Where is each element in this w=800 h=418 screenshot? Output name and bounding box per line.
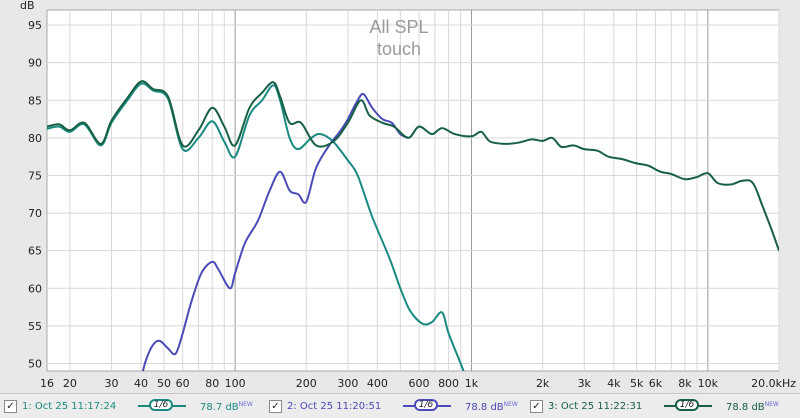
x-tick-label: 2k (536, 377, 550, 390)
x-tick-label: 50 (157, 377, 171, 390)
legend-checkbox-2[interactable]: ✓ (269, 400, 282, 413)
legend-checkbox-3[interactable]: ✓ (530, 400, 543, 413)
x-tick-label: 30 (105, 377, 119, 390)
y-tick-label: 60 (28, 282, 42, 295)
y-tick-label: 90 (28, 57, 42, 70)
y-tick-label: 75 (28, 169, 42, 182)
x-tick-label: 200 (296, 377, 317, 390)
legend-item-1[interactable]: ✓ 1: Oct 25 11:17:24 1/6 78.7 dBNEW (0, 397, 265, 415)
x-axis-ticks: 16 20 30 40 50 60 80 100 200 300 400 600 800 1k 2k 3k 4k… (40, 377, 796, 390)
x-tick-label: 20 (63, 377, 77, 390)
series-line-2 (141, 92, 409, 371)
x-tick-label: 60 (176, 377, 190, 390)
x-tick-label: 3k (578, 377, 592, 390)
x-tick-label: 800 (438, 377, 459, 390)
x-tick-label: 20.0kHz (751, 377, 796, 390)
smoothing-control-2[interactable]: 1/6 (403, 399, 451, 411)
grid (47, 10, 780, 371)
y-tick-label: 50 (28, 357, 42, 370)
legend-label-1: 1: Oct 25 11:17:24 (22, 401, 117, 412)
legend-item-3[interactable]: ✓ 3: Oct 25 11:22:31 1/6 78.8 dBNEW (526, 397, 796, 415)
x-tick-label: 80 (205, 377, 219, 390)
y-tick-label: 55 (28, 320, 42, 333)
x-tick-label: 8k (678, 377, 692, 390)
x-tick-label: 100 (225, 377, 246, 390)
spl-chart: 50 55 60 65 70 75 80 85 90 95 16 20 30 40 50 60 80 100 20… (20, 0, 796, 390)
legend-label-3: 3: Oct 25 11:22:31 (548, 401, 643, 412)
legend-item-2[interactable]: ✓ 2: Oct 25 11:20:51 1/6 78.8 dBNEW (265, 397, 530, 415)
x-tick-label: 5k (630, 377, 644, 390)
smoothing-label-2: 1/6 (414, 399, 438, 411)
chart-title: All SPL (369, 17, 428, 37)
x-tick-label: 6k (649, 377, 663, 390)
x-tick-label: 600 (409, 377, 430, 390)
series-line-3 (47, 80, 779, 252)
plot-background (46, 9, 780, 372)
y-axis-label: dB (20, 0, 35, 12)
y-tick-label: 85 (28, 94, 42, 107)
smoothing-control-1[interactable]: 1/6 (138, 399, 186, 411)
x-tick-label: 40 (134, 377, 148, 390)
legend-checkbox-1[interactable]: ✓ (4, 400, 17, 413)
chart-subtitle: touch (377, 39, 421, 59)
legend-spl-1: 78.7 dBNEW (200, 401, 253, 413)
legend-spl-2: 78.8 dBNEW (465, 401, 518, 413)
smoothing-label-3: 1/6 (675, 399, 699, 411)
legend-label-2: 2: Oct 25 11:20:51 (287, 401, 382, 412)
smoothing-control-3[interactable]: 1/6 (664, 399, 712, 411)
y-tick-label: 80 (28, 132, 42, 145)
y-axis-ticks: 50 55 60 65 70 75 80 85 90 95 (28, 19, 42, 370)
smoothing-label-1: 1/6 (149, 399, 173, 411)
x-tick-label: 4k (607, 377, 621, 390)
legend-spl-3: 78.8 dBNEW (726, 401, 779, 413)
y-tick-label: 95 (28, 19, 42, 32)
x-tick-label: 10k (698, 377, 719, 390)
x-tick-label: 16 (40, 377, 54, 390)
legend-bar: ✓ 1: Oct 25 11:17:24 1/6 78.7 dBNEW ✓ 2:… (0, 393, 800, 418)
x-tick-label: 1k (465, 377, 479, 390)
x-tick-label: 300 (337, 377, 358, 390)
y-tick-label: 65 (28, 245, 42, 258)
series-group (47, 80, 779, 371)
x-tick-label: 400 (367, 377, 388, 390)
y-tick-label: 70 (28, 207, 42, 220)
